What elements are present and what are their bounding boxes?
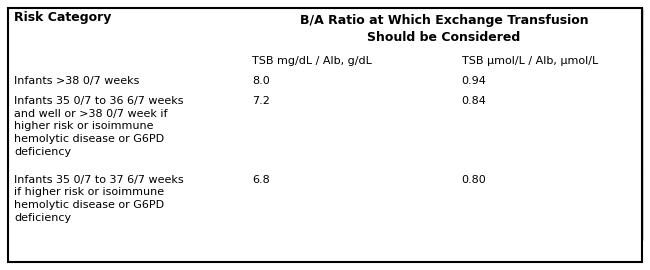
Bar (455, 93, 642, 172)
Bar (246, 73, 455, 93)
Text: TSB μmol/L / Alb, μmol/L: TSB μmol/L / Alb, μmol/L (462, 56, 598, 66)
Text: 7.2: 7.2 (252, 96, 270, 106)
Text: 0.94: 0.94 (462, 76, 486, 86)
Bar (8, 50, 246, 73)
Text: TSB mg/dL / Alb, g/dL: TSB mg/dL / Alb, g/dL (252, 56, 372, 66)
Text: Risk Category: Risk Category (14, 11, 112, 24)
Text: 8.0: 8.0 (252, 76, 270, 86)
Bar (246, 93, 455, 172)
Text: Infants 35 0/7 to 37 6/7 weeks
if higher risk or isoimmune
hemolytic disease or : Infants 35 0/7 to 37 6/7 weeks if higher… (14, 174, 184, 223)
Bar (455, 73, 642, 93)
Text: Infants 35 0/7 to 36 6/7 weeks
and well or >38 0/7 week if
higher risk or isoimm: Infants 35 0/7 to 36 6/7 weeks and well … (14, 96, 184, 157)
Bar (246, 50, 455, 73)
Text: Infants >38 0/7 weeks: Infants >38 0/7 weeks (14, 76, 140, 86)
Text: 6.8: 6.8 (252, 174, 270, 184)
Bar (8, 8, 246, 50)
Text: 0.80: 0.80 (462, 174, 486, 184)
Bar (455, 172, 642, 240)
Bar (455, 50, 642, 73)
Bar (8, 93, 246, 172)
Bar (8, 172, 246, 240)
Text: B/A Ratio at Which Exchange Transfusion
Should be Considered: B/A Ratio at Which Exchange Transfusion … (300, 14, 588, 44)
Bar (8, 73, 246, 93)
Bar (246, 8, 642, 50)
Bar (246, 172, 455, 240)
Text: 0.84: 0.84 (462, 96, 486, 106)
